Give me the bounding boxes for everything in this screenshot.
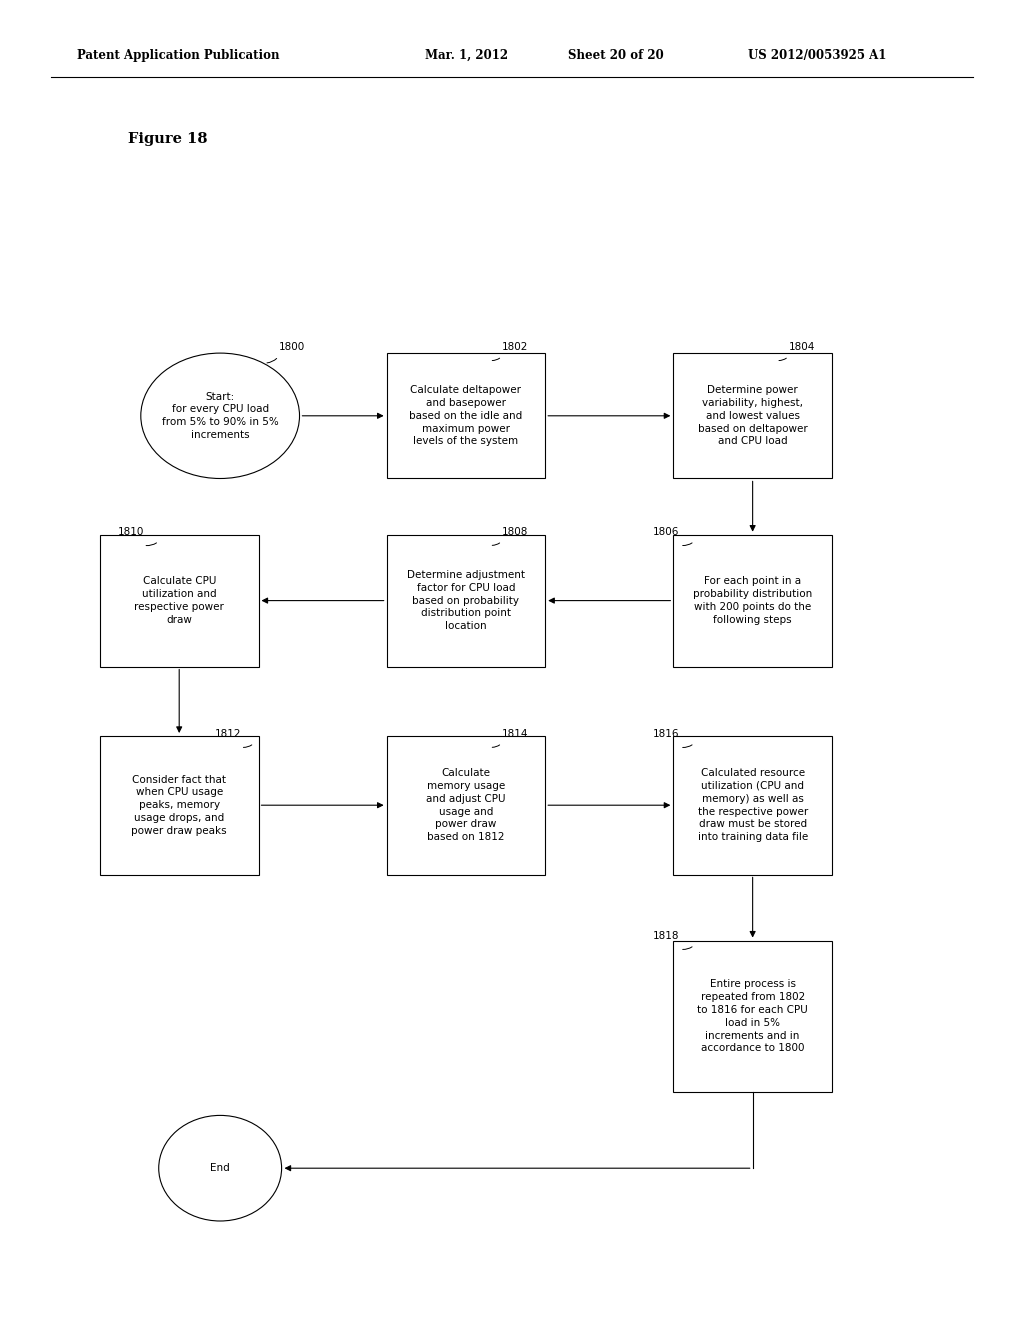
Text: Determine power
variability, highest,
and lowest values
based on deltapower
and : Determine power variability, highest, an… (697, 385, 808, 446)
Text: 1804: 1804 (788, 342, 815, 352)
Text: 1814: 1814 (502, 729, 528, 739)
Ellipse shape (159, 1115, 282, 1221)
Text: 1818: 1818 (653, 931, 680, 941)
Text: Consider fact that
when CPU usage
peaks, memory
usage drops, and
power draw peak: Consider fact that when CPU usage peaks,… (131, 775, 227, 836)
Text: Calculate deltapower
and basepower
based on the idle and
maximum power
levels of: Calculate deltapower and basepower based… (410, 385, 522, 446)
Text: Sheet 20 of 20: Sheet 20 of 20 (568, 49, 665, 62)
Text: For each point in a
probability distribution
with 200 points do the
following st: For each point in a probability distribu… (693, 577, 812, 624)
FancyBboxPatch shape (674, 535, 831, 667)
Text: 1800: 1800 (279, 342, 305, 352)
FancyBboxPatch shape (387, 352, 545, 478)
FancyBboxPatch shape (674, 940, 831, 1093)
Text: 1810: 1810 (118, 527, 144, 537)
Text: Patent Application Publication: Patent Application Publication (77, 49, 280, 62)
Ellipse shape (141, 352, 299, 479)
Text: 1808: 1808 (502, 527, 528, 537)
Text: 1806: 1806 (653, 527, 680, 537)
Text: Calculated resource
utilization (CPU and
memory) as well as
the respective power: Calculated resource utilization (CPU and… (697, 768, 808, 842)
Text: 1802: 1802 (502, 342, 528, 352)
FancyBboxPatch shape (99, 535, 258, 667)
Text: 1812: 1812 (215, 729, 242, 739)
Text: End: End (210, 1163, 230, 1173)
Text: US 2012/0053925 A1: US 2012/0053925 A1 (748, 49, 886, 62)
FancyBboxPatch shape (387, 737, 545, 874)
Text: Start:
for every CPU load
from 5% to 90% in 5%
increments: Start: for every CPU load from 5% to 90%… (162, 392, 279, 440)
FancyBboxPatch shape (99, 737, 258, 874)
FancyBboxPatch shape (387, 535, 545, 667)
Text: Figure 18: Figure 18 (128, 132, 208, 147)
Text: 1816: 1816 (653, 729, 680, 739)
Text: Determine adjustment
factor for CPU load
based on probability
distribution point: Determine adjustment factor for CPU load… (407, 570, 525, 631)
Text: Entire process is
repeated from 1802
to 1816 for each CPU
load in 5%
increments : Entire process is repeated from 1802 to … (697, 979, 808, 1053)
Text: Calculate
memory usage
and adjust CPU
usage and
power draw
based on 1812: Calculate memory usage and adjust CPU us… (426, 768, 506, 842)
Text: Mar. 1, 2012: Mar. 1, 2012 (425, 49, 508, 62)
FancyBboxPatch shape (674, 352, 831, 478)
Text: Calculate CPU
utilization and
respective power
draw: Calculate CPU utilization and respective… (134, 577, 224, 624)
FancyBboxPatch shape (674, 737, 831, 874)
